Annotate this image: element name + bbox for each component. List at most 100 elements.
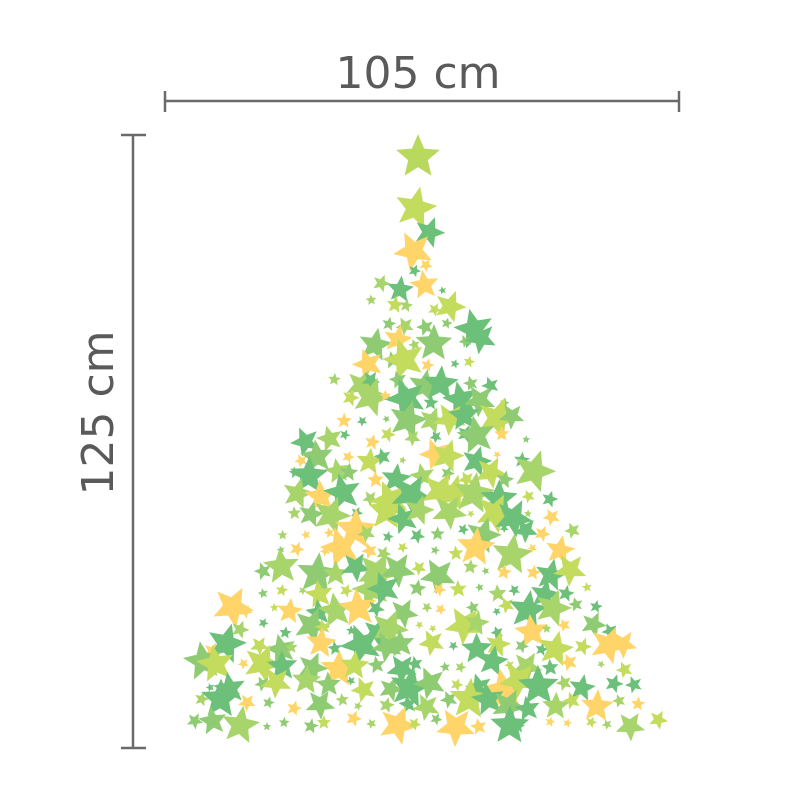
star: [463, 386, 496, 418]
star: [298, 586, 307, 595]
star: [509, 590, 548, 629]
star: [539, 630, 574, 666]
star: [498, 597, 515, 614]
star: [531, 579, 561, 609]
star: [541, 623, 552, 633]
star: [432, 582, 447, 597]
star: [372, 610, 409, 648]
star: [478, 645, 509, 676]
star: [492, 533, 533, 574]
star: [418, 438, 449, 470]
star: [454, 472, 495, 513]
star: [527, 543, 537, 554]
star: [317, 592, 352, 627]
star: [390, 400, 428, 439]
star: [464, 323, 496, 355]
star: [419, 559, 456, 595]
star: [316, 715, 331, 729]
star: [575, 637, 593, 656]
star: [359, 327, 393, 361]
star: [526, 564, 542, 580]
star: [555, 674, 572, 691]
star: [398, 694, 417, 714]
star: [405, 495, 435, 525]
star: [368, 491, 406, 528]
star: [481, 376, 499, 395]
star: [605, 674, 624, 693]
star: [557, 618, 571, 632]
star: [346, 710, 363, 727]
star: [382, 415, 390, 423]
star: [444, 608, 483, 646]
star: [465, 610, 490, 635]
star: [421, 602, 433, 613]
star: [263, 696, 275, 709]
star: [195, 691, 210, 707]
star: [496, 564, 512, 580]
star: [609, 632, 638, 659]
star: [354, 377, 392, 417]
star: [475, 583, 484, 592]
star: [545, 716, 556, 727]
star-tree: [183, 134, 669, 748]
star: [257, 588, 268, 599]
star: [373, 448, 391, 466]
star: [494, 426, 510, 441]
star: [339, 462, 359, 481]
star: [397, 542, 409, 554]
star: [367, 600, 385, 618]
star: [303, 718, 319, 734]
star: [428, 625, 437, 633]
star: [564, 522, 580, 539]
star: [422, 473, 461, 511]
star: [396, 134, 440, 176]
star: [306, 627, 337, 657]
star: [362, 491, 379, 507]
star: [408, 338, 420, 351]
star: [338, 588, 377, 626]
star: [569, 674, 596, 701]
star: [316, 425, 342, 452]
star: [624, 676, 642, 694]
star: [586, 716, 598, 728]
star: [423, 395, 439, 410]
star: [493, 451, 502, 459]
star: [408, 717, 422, 731]
star: [262, 722, 272, 731]
star: [287, 700, 302, 716]
star: [649, 710, 669, 730]
star: [373, 274, 391, 293]
star: [537, 589, 573, 627]
star: [222, 705, 260, 743]
star: [458, 335, 472, 348]
star: [416, 318, 433, 336]
star: [379, 697, 395, 713]
star: [581, 582, 592, 592]
star: [449, 677, 491, 718]
star: [295, 608, 331, 644]
star: [395, 317, 414, 336]
height-label: 125 cm: [73, 330, 124, 495]
star: [213, 587, 254, 629]
star: [339, 624, 380, 666]
star: [430, 526, 445, 540]
star: [196, 644, 233, 682]
star: [516, 450, 557, 493]
star: [367, 656, 385, 674]
star: [441, 317, 453, 329]
star: [357, 524, 376, 543]
star: [380, 706, 418, 745]
star: [276, 584, 289, 597]
star: [380, 554, 416, 588]
star: [438, 286, 446, 295]
star: [254, 676, 270, 692]
star: [389, 599, 419, 629]
star: [335, 508, 376, 548]
star: [391, 475, 433, 517]
star: [436, 709, 475, 748]
star: [558, 585, 575, 602]
star: [250, 637, 270, 656]
star: [266, 650, 298, 680]
star: [418, 630, 444, 657]
